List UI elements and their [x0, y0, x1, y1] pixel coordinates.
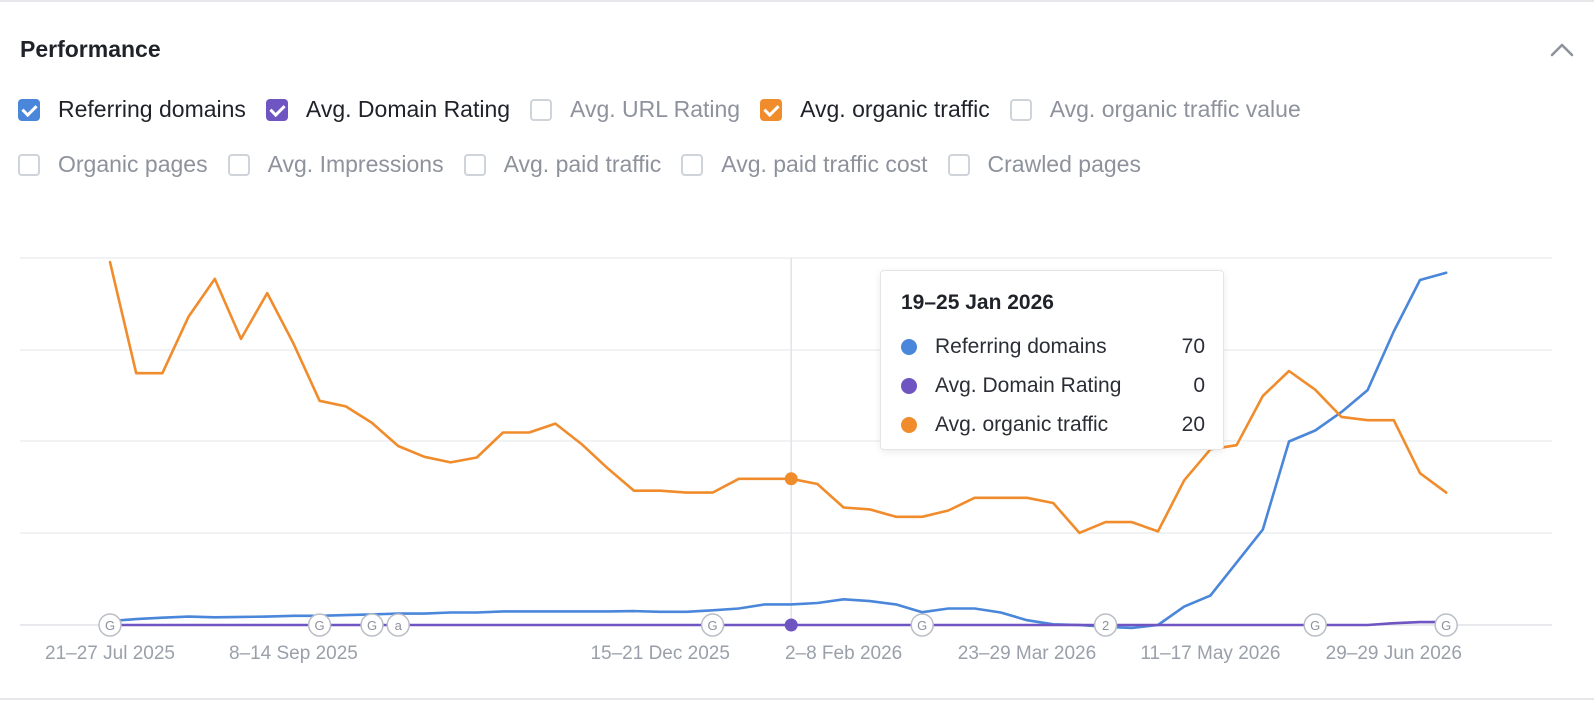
checked-checkbox-icon[interactable] — [18, 98, 40, 121]
referring-domains-dot-icon — [901, 338, 917, 355]
tooltip-row-avg-domain-rating: Avg. Domain Rating 0 — [901, 366, 1205, 405]
annotation-marker[interactable] — [910, 613, 934, 637]
metric-toggle-organic-pages[interactable]: Organic pages — [18, 151, 208, 178]
metric-toggles-row-1: Referring domains Avg. Domain Rating Avg. … — [18, 96, 1321, 123]
tooltip-row-value: 20 — [1181, 412, 1205, 436]
unchecked-checkbox-icon[interactable] — [681, 153, 704, 176]
annotation-marker[interactable] — [307, 613, 332, 637]
x-axis-tick-label: 29–29 Jun 2026 — [1326, 643, 1462, 664]
annotation-marker-label: G — [1441, 618, 1451, 633]
tooltip-row-value: 0 — [1193, 373, 1205, 397]
tooltip-date: 19–25 Jan 2026 — [901, 291, 1054, 314]
avg-organic-traffic-dot-icon — [901, 416, 917, 433]
tooltip-row-name: Avg. organic traffic — [935, 412, 1109, 436]
metric-toggle-avg-organic-traffic-value[interactable]: Avg. organic traffic value — [1009, 96, 1301, 123]
tooltip-row-referring-domains: Referring domains 70 — [901, 327, 1205, 366]
annotation-marker-label: G — [105, 618, 115, 633]
metric-toggles-row-2: Organic pages Avg. Impressions Avg. paid t… — [18, 151, 1161, 178]
collapse-chevron-up-icon[interactable] — [1548, 40, 1576, 60]
tooltip-row-name: Referring domains — [935, 334, 1107, 358]
metric-toggle-label: Avg. paid traffic cost — [721, 151, 928, 177]
checked-checkbox-icon[interactable] — [265, 98, 288, 121]
x-axis-tick-label: 2–8 Feb 2026 — [785, 643, 902, 664]
series-line-avg-domain-rating — [108, 620, 1448, 627]
annotation-marker-label: a — [395, 618, 403, 633]
annotation-marker[interactable] — [1093, 613, 1118, 637]
x-axis-tick-label: 23–29 Mar 2026 — [958, 643, 1096, 664]
metric-toggle-avg-organic-traffic[interactable]: Avg. organic traffic — [760, 96, 990, 123]
metric-toggle-avg-paid-traffic[interactable]: Avg. paid traffic — [463, 151, 662, 178]
metric-toggle-crawled-pages[interactable]: Crawled pages — [947, 151, 1141, 178]
annotation-marker-label: G — [367, 618, 377, 633]
annotation-marker[interactable] — [360, 613, 384, 637]
unchecked-checkbox-icon[interactable] — [1009, 98, 1032, 121]
panel-title: Performance — [20, 36, 161, 62]
metric-toggle-avg-url-rating[interactable]: Avg. URL Rating — [530, 96, 740, 123]
metric-toggle-label: Avg. organic traffic value — [1049, 96, 1301, 122]
tooltip-row-avg-organic-traffic: Avg. organic traffic 20 — [901, 405, 1205, 444]
x-axis-tick-label: 8–14 Sep 2025 — [229, 643, 358, 664]
series-line-referring-domains — [108, 271, 1448, 630]
checked-checkbox-icon[interactable] — [760, 98, 783, 121]
annotation-marker[interactable] — [386, 613, 410, 637]
chart-tooltip: 19–25 Jan 2026 Referring domains 70 Avg.… — [880, 270, 1224, 450]
unchecked-checkbox-icon[interactable] — [947, 153, 970, 176]
tooltip-row-value: 70 — [1181, 334, 1205, 358]
metric-toggle-label: Organic pages — [58, 151, 208, 177]
metric-toggle-avg-paid-traffic-cost[interactable]: Avg. paid traffic cost — [681, 151, 928, 178]
annotation-marker-label: G — [1310, 618, 1320, 633]
annotation-marker-label: G — [315, 618, 325, 633]
metric-toggle-label: Avg. organic traffic — [800, 96, 990, 122]
metric-toggle-label: Avg. paid traffic — [503, 151, 662, 177]
annotation-marker[interactable] — [1303, 613, 1327, 637]
series-line-avg-organic-traffic — [108, 260, 1448, 535]
unchecked-checkbox-icon[interactable] — [530, 98, 553, 121]
unchecked-checkbox-icon[interactable] — [18, 153, 40, 176]
annotation-marker[interactable] — [98, 613, 122, 637]
metric-toggle-label: Avg. URL Rating — [570, 96, 741, 122]
hover-point-avg-domain-rating — [784, 618, 798, 632]
annotation-marker[interactable] — [700, 613, 725, 637]
hover-point-avg-organic-traffic — [784, 472, 798, 486]
metric-toggle-avg-impressions[interactable]: Avg. Impressions — [227, 151, 444, 178]
x-axis-tick-label: 15–21 Dec 2025 — [590, 643, 729, 664]
unchecked-checkbox-icon[interactable] — [227, 153, 250, 176]
annotation-marker-label: G — [708, 618, 718, 633]
avg-domain-rating-dot-icon — [901, 377, 917, 394]
metric-toggle-label: Avg. Impressions — [267, 151, 444, 177]
x-axis-tick-label: 21–27 Jul 2025 — [45, 643, 175, 664]
annotation-marker-label: 2 — [1102, 618, 1109, 633]
unchecked-checkbox-icon[interactable] — [463, 153, 486, 176]
metric-toggle-label: Crawled pages — [987, 151, 1141, 177]
annotation-marker-label: G — [917, 618, 927, 633]
annotation-marker[interactable] — [1434, 613, 1458, 637]
metric-toggle-label: Referring domains — [58, 96, 246, 122]
metric-toggle-label: Avg. Domain Rating — [305, 96, 511, 122]
x-axis-tick-label: 11–17 May 2026 — [1140, 643, 1280, 664]
metric-toggle-avg-domain-rating[interactable]: Avg. Domain Rating — [265, 96, 511, 123]
tooltip-row-name: Avg. Domain Rating — [935, 373, 1122, 397]
metric-toggle-referring-domains[interactable]: Referring domains — [18, 96, 246, 123]
